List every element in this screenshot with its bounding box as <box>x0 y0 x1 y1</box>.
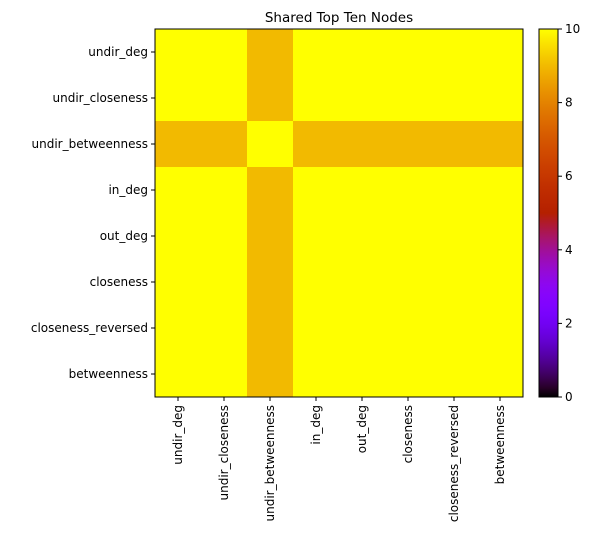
x-tick-label: betweenness <box>493 405 507 484</box>
heatmap-cell <box>155 75 202 122</box>
heatmap-cell <box>339 167 386 214</box>
heatmap-cell <box>385 259 432 306</box>
heatmap-cell <box>477 259 524 306</box>
heatmap-cell <box>477 351 524 398</box>
heatmap-cell <box>293 351 340 398</box>
y-tick-label: undir_betweenness <box>32 137 148 151</box>
heatmap-cell <box>293 75 340 122</box>
heatmap-cell <box>339 351 386 398</box>
x-tick-label: out_deg <box>355 405 369 453</box>
heatmap-cell <box>247 121 294 168</box>
heatmap-cell <box>201 259 248 306</box>
y-tick-label: closeness <box>90 275 148 289</box>
colorbar-tick-label: 8 <box>565 96 573 110</box>
plot-frame <box>154 28 524 398</box>
heatmap-cell <box>431 121 478 168</box>
heatmap-cell <box>477 121 524 168</box>
heatmap-cell <box>431 167 478 214</box>
heatmap-cell <box>477 305 524 352</box>
heatmap-cell <box>385 75 432 122</box>
heatmap-cell <box>339 259 386 306</box>
heatmap-cell <box>293 121 340 168</box>
x-tick-label: closeness <box>401 405 415 463</box>
heatmap-cell <box>201 167 248 214</box>
heatmap-cell <box>293 305 340 352</box>
colorbar-tick-label: 6 <box>565 169 573 183</box>
x-tick-label: undir_betweenness <box>263 405 277 521</box>
y-axis: undir_deg undir_closeness undir_betweennes… <box>31 45 155 381</box>
heatmap-cell <box>385 121 432 168</box>
heatmap-cell <box>293 213 340 260</box>
heatmap-cell <box>247 75 294 122</box>
heatmap-cell <box>201 305 248 352</box>
y-tick-label: in_deg <box>108 183 148 197</box>
x-tick-label: in_deg <box>309 405 323 445</box>
heatmap-cell <box>155 305 202 352</box>
heatmap-cell <box>155 351 202 398</box>
colorbar-tick-label: 2 <box>565 316 573 330</box>
heatmap-cell <box>247 305 294 352</box>
heatmap-cell <box>155 213 202 260</box>
y-tick-label: closeness_reversed <box>31 321 148 335</box>
colorbar <box>538 28 559 398</box>
y-tick-label: betweenness <box>69 367 148 381</box>
heatmap-cell <box>339 121 386 168</box>
x-axis: undir_deg undir_closeness undir_betweennes… <box>171 397 507 522</box>
heatmap-cell <box>293 167 340 214</box>
heatmap-cell <box>385 167 432 214</box>
heatmap-cell <box>477 213 524 260</box>
heatmap-cell <box>431 75 478 122</box>
x-tick-label: closeness_reversed <box>447 405 461 522</box>
heatmap-cell <box>477 167 524 214</box>
heatmap-cell <box>247 213 294 260</box>
heatmap-cell <box>247 259 294 306</box>
heatmap-cell <box>247 29 294 76</box>
heatmap-cell <box>201 75 248 122</box>
heatmap-cell <box>477 29 524 76</box>
y-tick-label: out_deg <box>100 229 148 243</box>
x-tick-label: undir_deg <box>171 405 185 465</box>
heatmap-cell <box>431 29 478 76</box>
heatmap-cell <box>155 121 202 168</box>
heatmap-cell <box>247 167 294 214</box>
heatmap-cells <box>155 29 524 398</box>
x-tick-label: undir_closeness <box>217 405 231 501</box>
heatmap-cell <box>155 259 202 306</box>
heatmap-cell <box>431 213 478 260</box>
heatmap-cell <box>155 167 202 214</box>
heatmap-cell <box>201 351 248 398</box>
chart-title: Shared Top Ten Nodes <box>265 10 413 26</box>
heatmap-cell <box>201 29 248 76</box>
y-tick-label: undir_closeness <box>53 91 149 105</box>
heatmap-cell <box>385 351 432 398</box>
heatmap-cell <box>155 29 202 76</box>
heatmap-cell <box>477 75 524 122</box>
colorbar-axis: 0 2 4 6 8 10 <box>558 22 580 404</box>
colorbar-tick-label: 0 <box>565 390 573 404</box>
heatmap-cell <box>247 351 294 398</box>
y-tick-label: undir_deg <box>88 45 148 59</box>
heatmap-cell <box>385 29 432 76</box>
heatmap-cell <box>201 213 248 260</box>
heatmap-cell <box>339 213 386 260</box>
heatmap-cell <box>293 259 340 306</box>
heatmap-cell <box>339 305 386 352</box>
heatmap-cell <box>431 259 478 306</box>
colorbar-tick-label: 10 <box>565 22 580 36</box>
heatmap-cell <box>201 121 248 168</box>
colorbar-tick-label: 4 <box>565 243 573 257</box>
heatmap-cell <box>431 351 478 398</box>
heatmap-cell <box>385 305 432 352</box>
heatmap-cell <box>339 75 386 122</box>
heatmap-cell <box>385 213 432 260</box>
heatmap-cell <box>431 305 478 352</box>
heatmap-cell <box>293 29 340 76</box>
heatmap-cell <box>339 29 386 76</box>
